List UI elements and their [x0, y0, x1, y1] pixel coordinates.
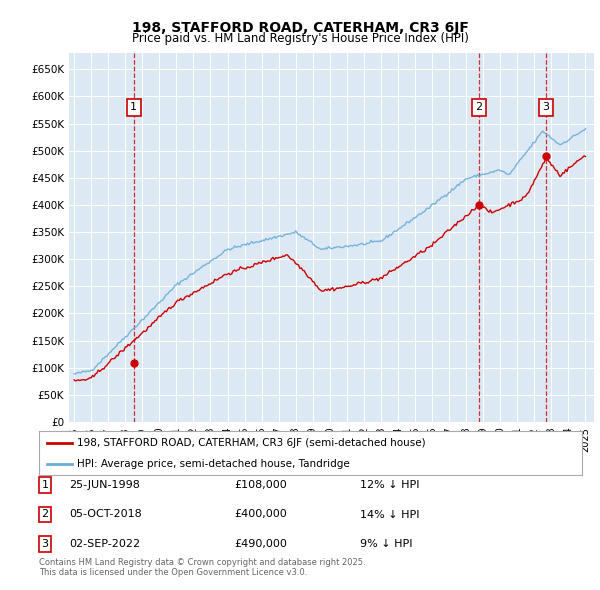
Text: 198, STAFFORD ROAD, CATERHAM, CR3 6JF (semi-detached house): 198, STAFFORD ROAD, CATERHAM, CR3 6JF (s… — [77, 438, 425, 448]
Text: Contains HM Land Registry data © Crown copyright and database right 2025.
This d: Contains HM Land Registry data © Crown c… — [39, 558, 365, 577]
Text: 3: 3 — [41, 539, 49, 549]
Text: 2: 2 — [41, 510, 49, 519]
Text: 14% ↓ HPI: 14% ↓ HPI — [360, 510, 419, 519]
Text: Price paid vs. HM Land Registry's House Price Index (HPI): Price paid vs. HM Land Registry's House … — [131, 32, 469, 45]
Text: 3: 3 — [542, 102, 549, 112]
Text: 2: 2 — [475, 102, 482, 112]
Text: £108,000: £108,000 — [234, 480, 287, 490]
Text: £400,000: £400,000 — [234, 510, 287, 519]
Text: £490,000: £490,000 — [234, 539, 287, 549]
Text: 05-OCT-2018: 05-OCT-2018 — [69, 510, 142, 519]
Text: 9% ↓ HPI: 9% ↓ HPI — [360, 539, 413, 549]
Text: 198, STAFFORD ROAD, CATERHAM, CR3 6JF: 198, STAFFORD ROAD, CATERHAM, CR3 6JF — [131, 21, 469, 35]
Text: 1: 1 — [41, 480, 49, 490]
Text: 25-JUN-1998: 25-JUN-1998 — [69, 480, 140, 490]
Text: 02-SEP-2022: 02-SEP-2022 — [69, 539, 140, 549]
Text: 1: 1 — [130, 102, 137, 112]
Text: 12% ↓ HPI: 12% ↓ HPI — [360, 480, 419, 490]
Text: HPI: Average price, semi-detached house, Tandridge: HPI: Average price, semi-detached house,… — [77, 459, 350, 469]
